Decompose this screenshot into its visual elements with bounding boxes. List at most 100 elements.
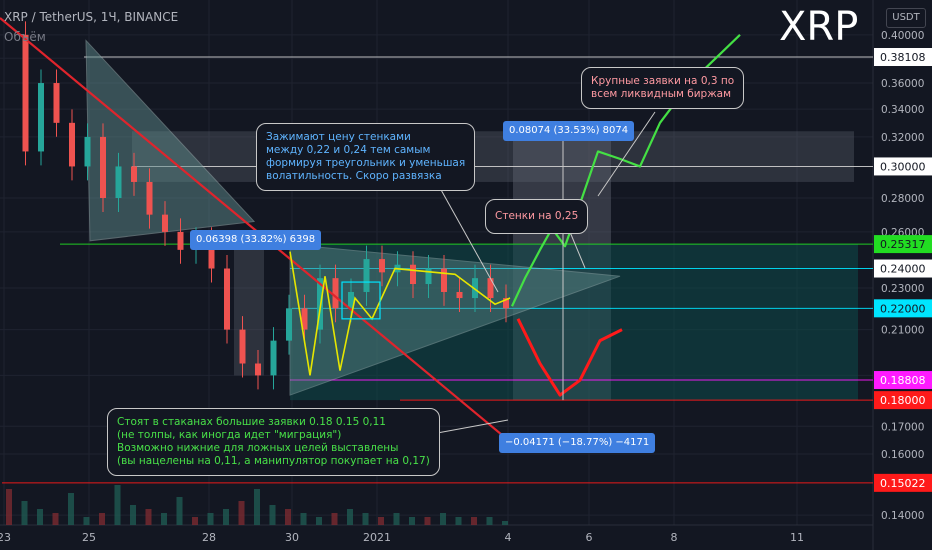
candle-body (22, 34, 29, 152)
candle-body (503, 298, 509, 309)
measure-box-left (234, 240, 264, 376)
candle-body (441, 268, 447, 292)
y-tick-label: 0.32000 (881, 132, 924, 144)
volume-bar (378, 517, 384, 525)
x-tick-label: 23 (0, 531, 11, 544)
y-tick-label: 0.14000 (881, 510, 924, 522)
measure-label-up-2: 0.08074 (33.53%) 8074 (503, 121, 635, 141)
x-tick-label: 30 (285, 531, 299, 544)
x-tick-label: 11 (790, 531, 804, 544)
level-tag (874, 299, 932, 318)
volume-bar (192, 517, 198, 525)
level-tag (874, 235, 932, 254)
volume-bar (486, 517, 493, 525)
pointer-walls (439, 187, 499, 293)
candle-body (162, 214, 168, 232)
candle-body (456, 291, 463, 299)
y-tick-label: 0.40000 (881, 30, 924, 42)
x-tick-label: 25 (82, 531, 96, 544)
candle-body (208, 240, 215, 269)
big-title: XRP (779, 4, 859, 50)
note-walls: Зажимают цену стенками между 0,22 и 0,24… (256, 123, 476, 191)
y-tick-label: 0.34000 (881, 104, 924, 116)
candle-body (472, 278, 478, 299)
trendline-red (0, 17, 509, 441)
x-tick-label: 6 (586, 531, 593, 544)
level-tag-text: 0.18000 (880, 394, 926, 407)
level-tag-text: 0.18808 (880, 374, 926, 387)
level-tag (874, 371, 932, 390)
volume-bar (37, 509, 43, 525)
volume-bar (254, 489, 260, 525)
volume-bar (471, 517, 477, 525)
pointer-orders (597, 111, 656, 197)
y-tick-label: 0.16000 (881, 449, 924, 461)
volume-bar (52, 513, 59, 525)
volume-bar (176, 497, 183, 525)
volume-bar (409, 517, 415, 525)
y-tick-label: 0.28000 (881, 193, 924, 205)
volume-label: Объём (4, 30, 46, 44)
zigzag-yellow (289, 251, 511, 376)
note-lower-orders: Стоят в стаканах большие заявки 0.18 0.1… (107, 408, 440, 476)
candle-body (115, 166, 122, 199)
note-big-orders: Крупные заявки на 0,3 по всем ликвидным … (581, 67, 745, 109)
level-tag (874, 48, 932, 67)
candle-body (255, 363, 261, 376)
note-wall-025: Стенки на 0,25 (485, 199, 589, 234)
volume-bar (6, 489, 12, 525)
level-tag (874, 473, 932, 492)
volume-bar (455, 517, 462, 525)
candle-body (317, 278, 323, 330)
y-tick-label: 0.17000 (881, 421, 924, 433)
volume-bar (238, 501, 245, 525)
measure-label-down: −0.04171 (−18.77%) −4171 (499, 433, 656, 453)
volume-bar (223, 509, 229, 525)
candle-body (224, 268, 230, 330)
volume-bar (424, 517, 431, 525)
x-tick-label: 2021 (363, 531, 391, 544)
volume-bar (83, 517, 90, 525)
candle-body (69, 122, 75, 167)
candle-body (177, 231, 184, 250)
candle-body (53, 83, 60, 123)
candle-body (379, 259, 385, 273)
candle-body (410, 264, 416, 285)
pointer-wall025 (569, 231, 586, 269)
level-tag (874, 157, 932, 176)
candle-body (239, 329, 246, 364)
volume-bar (502, 521, 508, 525)
level-tag-text: 0.25317 (880, 238, 926, 251)
volume-bar (145, 509, 152, 525)
volume-bar (130, 505, 136, 525)
volume-bar (68, 493, 74, 525)
level-tag (874, 259, 932, 278)
volume-bar (114, 485, 121, 525)
volume-bar (440, 513, 446, 525)
candle-body (363, 259, 370, 292)
volume-bar (300, 513, 307, 525)
candle-body (84, 136, 91, 167)
x-tick-label: 28 (202, 531, 216, 544)
level-tag-text: 0.22000 (880, 302, 926, 315)
candle-body (286, 308, 292, 341)
candle-body (146, 181, 153, 215)
candle-body (301, 308, 308, 330)
level-tag-text: 0.38108 (880, 51, 926, 64)
currency-button[interactable]: USDT (886, 8, 926, 28)
candle-body (131, 166, 137, 182)
volume-bar (347, 509, 353, 525)
level-tag-text: 0.30000 (880, 160, 926, 173)
candle-body (487, 278, 494, 299)
volume-bar (362, 513, 369, 525)
candle-body (100, 136, 106, 199)
level-tag (874, 391, 932, 410)
candle-body (425, 268, 432, 285)
volume-bar (331, 513, 338, 525)
y-tick-label: 0.23000 (881, 283, 924, 295)
projection-bull (511, 34, 741, 307)
volume-bar (269, 505, 276, 525)
x-tick-label: 4 (505, 531, 512, 544)
candle-body (348, 291, 354, 309)
